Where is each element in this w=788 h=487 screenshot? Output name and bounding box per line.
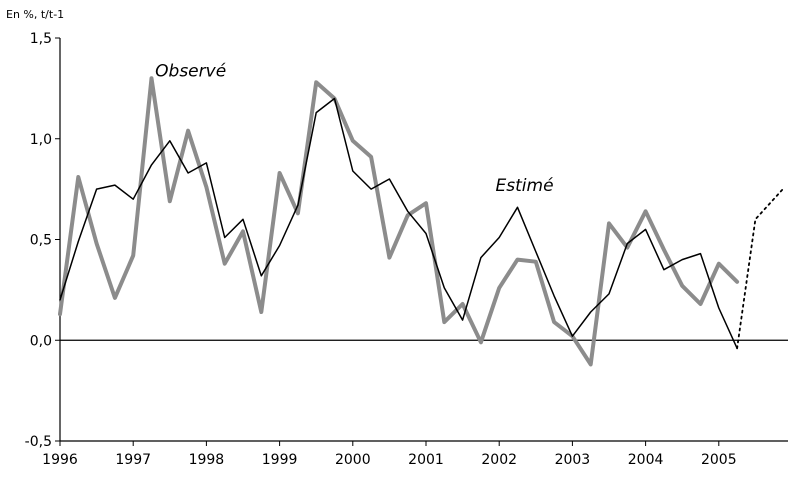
x-tick-label: 2003 xyxy=(555,452,591,468)
x-tick-label: 1999 xyxy=(262,452,298,468)
y-tick-label: -0,5 xyxy=(25,434,52,450)
x-tick-label: 1996 xyxy=(42,452,78,468)
series-line-estime xyxy=(59,97,738,350)
annotation-label: Observé xyxy=(155,61,226,81)
series-line-observe xyxy=(58,76,740,367)
x-tick-label: 2002 xyxy=(481,452,517,468)
annotation-label: Estimé xyxy=(496,176,554,196)
x-tick-label: 2000 xyxy=(335,452,371,468)
series-line-forecast xyxy=(736,186,786,350)
x-tick-label: 1998 xyxy=(189,452,225,468)
x-tick-label: 1997 xyxy=(115,452,151,468)
y-tick-label: 0,0 xyxy=(30,333,52,349)
y-tick-label: 0,5 xyxy=(30,233,52,249)
x-tick-label: 2005 xyxy=(701,452,737,468)
y-tick-label: 1,0 xyxy=(30,132,52,148)
x-tick-label: 2001 xyxy=(408,452,444,468)
y-tick-label: 1,5 xyxy=(30,31,52,47)
unit-label: En %, t/t-1 xyxy=(6,8,65,21)
x-tick-label: 2004 xyxy=(628,452,664,468)
